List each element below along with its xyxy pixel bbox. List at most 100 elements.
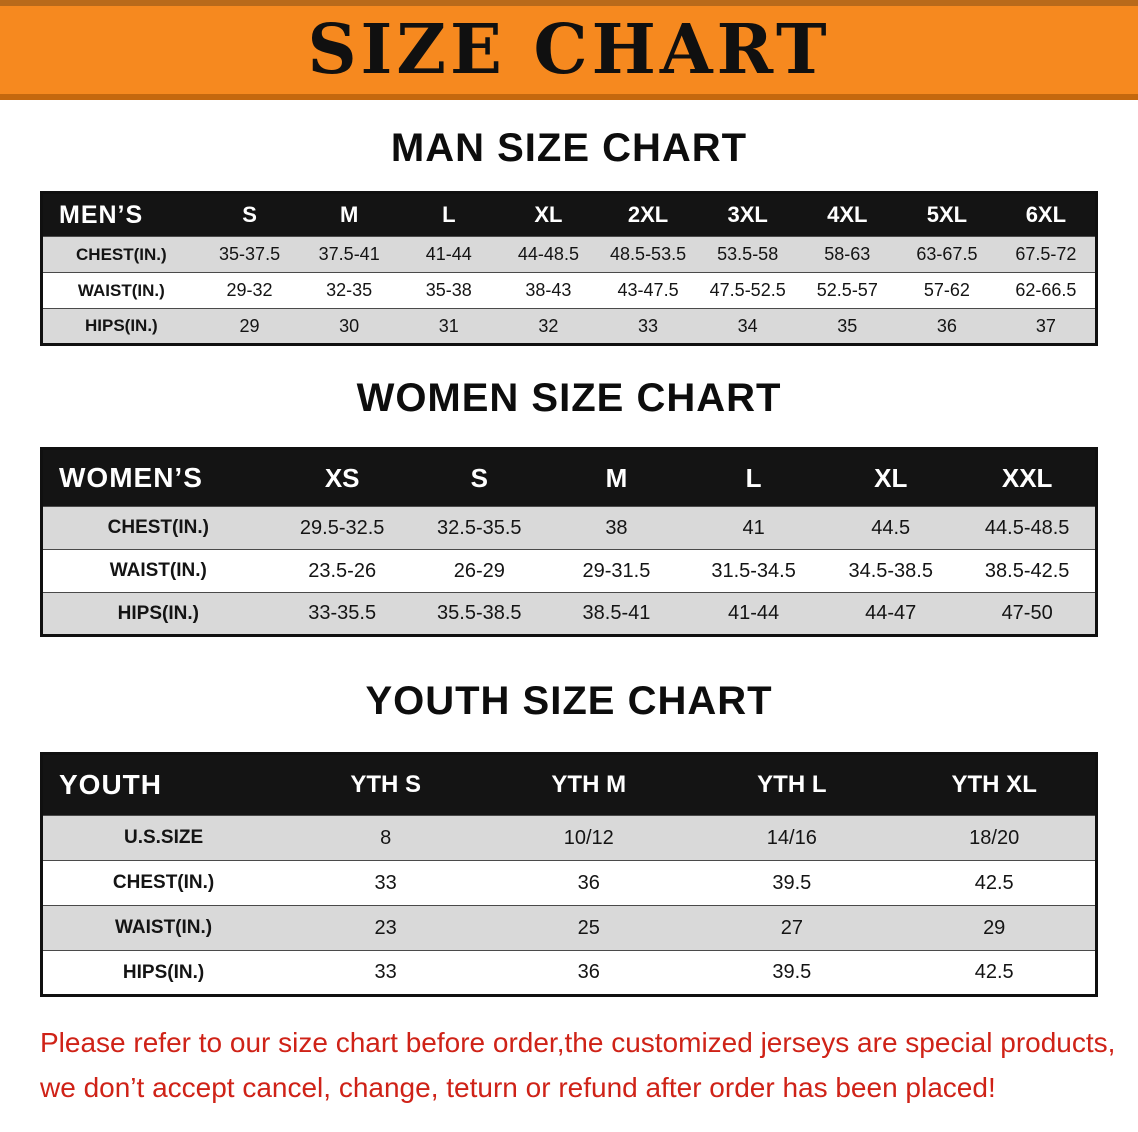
women-section-heading: WOMEN SIZE CHART	[356, 376, 782, 420]
value-cell: 41-44	[685, 592, 823, 636]
youth-size-table: YOUTH YTH S YTH M YTH L YTH XL U.S.SIZE 8 10/12…	[40, 752, 1098, 997]
value-cell: 34	[697, 308, 798, 345]
size-header-cell: 3XL	[697, 192, 798, 237]
header-row: WOMEN’S XS S M L XL XXL	[41, 448, 1097, 507]
table-row: CHEST(IN.) 35-37.5 37.5-41 41-44 44-48.5 48.5…	[41, 236, 1097, 273]
value-cell: 37.5-41	[299, 236, 399, 273]
size-header-cell: XS	[273, 448, 411, 507]
row-label: U.S.SIZE	[41, 815, 285, 861]
size-header-cell: M	[299, 192, 399, 237]
size-header-cell: L	[399, 192, 499, 237]
table-title-cell: YOUTH	[41, 753, 285, 816]
value-cell: 41-44	[399, 236, 499, 273]
value-cell: 8	[284, 815, 488, 861]
row-label: WAIST(IN.)	[41, 272, 200, 309]
size-header-cell: XL	[822, 448, 960, 507]
value-cell: 31.5-34.5	[685, 549, 823, 593]
table-row: WAIST(IN.) 23.5-26 26-29 29-31.5 31.5-34.5 34…	[41, 549, 1097, 593]
size-header-cell: YTH XL	[893, 753, 1097, 816]
size-header-cell: XL	[498, 192, 599, 237]
value-cell: 18/20	[893, 815, 1097, 861]
value-cell: 25	[487, 905, 691, 951]
table-row: CHEST(IN.) 29.5-32.5 32.5-35.5 38 41 44.5 44.5…	[41, 506, 1097, 550]
table-title-cell: MEN’S	[41, 192, 200, 237]
womens-size-table: WOMEN’S XS S M L XL XXL CHEST(IN.) 29.5-32.5 32.5…	[40, 447, 1098, 637]
banner: SIZE CHART	[0, 0, 1138, 100]
value-cell: 44-47	[822, 592, 960, 636]
mens-size-table: MEN’S S M L XL 2XL 3XL 4XL 5XL 6XL CHEST(IN.) 35-37…	[40, 191, 1098, 346]
page-title: SIZE CHART	[307, 10, 831, 90]
value-cell: 43-47.5	[598, 272, 698, 309]
size-header-cell: L	[685, 448, 823, 507]
value-cell: 36	[487, 860, 691, 906]
value-cell: 26-29	[410, 549, 548, 593]
value-cell: 39.5	[690, 860, 894, 906]
header-row: MEN’S S M L XL 2XL 3XL 4XL 5XL 6XL	[41, 192, 1097, 237]
value-cell: 33	[284, 950, 488, 996]
value-cell: 48.5-53.5	[598, 236, 698, 273]
youth-section-heading: YOUTH SIZE CHART	[365, 679, 773, 723]
value-cell: 33	[598, 308, 698, 345]
value-cell: 38.5-41	[547, 592, 686, 636]
row-label: HIPS(IN.)	[41, 592, 274, 636]
value-cell: 29-31.5	[547, 549, 686, 593]
section-women: WOMEN SIZE CHART WOMEN’S XS S M L XL XXL CHEST(…	[0, 376, 1138, 637]
value-cell: 36	[897, 308, 997, 345]
value-cell: 33-35.5	[273, 592, 411, 636]
size-header-cell: YTH S	[284, 753, 488, 816]
value-cell: 39.5	[690, 950, 894, 996]
value-cell: 37	[996, 308, 1097, 345]
value-cell: 32	[498, 308, 599, 345]
value-cell: 38	[547, 506, 686, 550]
section-youth: YOUTH SIZE CHART YOUTH YTH S YTH M YTH L YTH…	[0, 679, 1138, 997]
row-label: WAIST(IN.)	[41, 549, 274, 593]
row-label: CHEST(IN.)	[41, 506, 274, 550]
section-men: MAN SIZE CHART MEN’S S M L XL 2XL 3XL 4XL 5XL 6XL…	[0, 126, 1138, 346]
value-cell: 23	[284, 905, 488, 951]
value-cell: 31	[399, 308, 499, 345]
table-row: WAIST(IN.) 29-32 32-35 35-38 38-43 43-47.5 47.…	[41, 272, 1097, 309]
value-cell: 35.5-38.5	[410, 592, 548, 636]
table-row: HIPS(IN.) 33 36 39.5 42.5	[41, 950, 1097, 996]
notice-line-1: Please refer to our size chart before or…	[40, 1027, 1116, 1058]
value-cell: 27	[690, 905, 894, 951]
size-header-cell: M	[547, 448, 686, 507]
value-cell: 44.5	[822, 506, 960, 550]
value-cell: 47.5-52.5	[697, 272, 798, 309]
value-cell: 44.5-48.5	[959, 506, 1097, 550]
size-header-cell: YTH L	[690, 753, 894, 816]
size-header-cell: S	[199, 192, 300, 237]
header-row: YOUTH YTH S YTH M YTH L YTH XL	[41, 753, 1097, 816]
value-cell: 53.5-58	[697, 236, 798, 273]
notice-line-2: we don’t accept cancel, change, teturn o…	[40, 1071, 996, 1103]
value-cell: 29.5-32.5	[273, 506, 411, 550]
value-cell: 30	[299, 308, 399, 345]
table-row: U.S.SIZE 8 10/12 14/16 18/20	[41, 815, 1097, 861]
value-cell: 14/16	[690, 815, 894, 861]
size-header-cell: 5XL	[897, 192, 997, 237]
value-cell: 23.5-26	[273, 549, 411, 593]
row-label: CHEST(IN.)	[41, 236, 200, 273]
value-cell: 42.5	[893, 950, 1097, 996]
row-label: WAIST(IN.)	[41, 905, 285, 951]
value-cell: 32-35	[299, 272, 399, 309]
value-cell: 36	[487, 950, 691, 996]
value-cell: 29-32	[199, 272, 300, 309]
value-cell: 32.5-35.5	[410, 506, 548, 550]
table-row: WAIST(IN.) 23 25 27 29	[41, 905, 1097, 951]
table-row: HIPS(IN.) 29 30 31 32 33 34 35 36 37	[41, 308, 1097, 345]
value-cell: 41	[685, 506, 823, 550]
value-cell: 67.5-72	[996, 236, 1097, 273]
table-row: HIPS(IN.) 33-35.5 35.5-38.5 38.5-41 41-44 44-…	[41, 592, 1097, 636]
row-label: HIPS(IN.)	[41, 308, 200, 345]
value-cell: 10/12	[487, 815, 691, 861]
footer-notice: Please refer to our size chart before or…	[40, 1021, 1138, 1111]
size-header-cell: 6XL	[996, 192, 1097, 237]
size-header-cell: XXL	[959, 448, 1097, 507]
value-cell: 29	[199, 308, 300, 345]
men-section-heading: MAN SIZE CHART	[390, 126, 748, 170]
table-title-cell: WOMEN’S	[41, 448, 274, 507]
value-cell: 33	[284, 860, 488, 906]
value-cell: 35-37.5	[199, 236, 300, 273]
row-label: HIPS(IN.)	[41, 950, 285, 996]
